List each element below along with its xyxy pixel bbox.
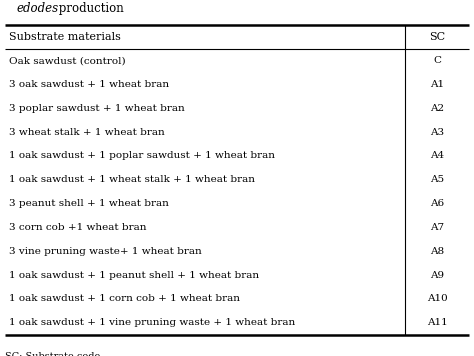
Text: A2: A2 (430, 104, 444, 113)
Text: A4: A4 (430, 151, 444, 161)
Text: 1 oak sawdust + 1 vine pruning waste + 1 wheat bran: 1 oak sawdust + 1 vine pruning waste + 1… (9, 318, 295, 327)
Text: A9: A9 (430, 271, 444, 279)
Text: A3: A3 (430, 128, 444, 137)
Text: 1 oak sawdust + 1 poplar sawdust + 1 wheat bran: 1 oak sawdust + 1 poplar sawdust + 1 whe… (9, 151, 274, 161)
Text: 3 vine pruning waste+ 1 wheat bran: 3 vine pruning waste+ 1 wheat bran (9, 247, 201, 256)
Text: 3 poplar sawdust + 1 wheat bran: 3 poplar sawdust + 1 wheat bran (9, 104, 184, 113)
Text: 3 oak sawdust + 1 wheat bran: 3 oak sawdust + 1 wheat bran (9, 80, 169, 89)
Text: 1 oak sawdust + 1 corn cob + 1 wheat bran: 1 oak sawdust + 1 corn cob + 1 wheat bra… (9, 294, 239, 303)
Text: Substrate materials: Substrate materials (9, 32, 120, 42)
Text: production: production (55, 2, 124, 15)
Text: 3 peanut shell + 1 wheat bran: 3 peanut shell + 1 wheat bran (9, 199, 168, 208)
Text: Oak sawdust (control): Oak sawdust (control) (9, 56, 125, 65)
Text: A8: A8 (430, 247, 444, 256)
Text: C: C (433, 56, 441, 65)
Text: A1: A1 (430, 80, 444, 89)
Text: 1 oak sawdust + 1 peanut shell + 1 wheat bran: 1 oak sawdust + 1 peanut shell + 1 wheat… (9, 271, 259, 279)
Text: SC: SC (429, 32, 446, 42)
Text: 3 corn cob +1 wheat bran: 3 corn cob +1 wheat bran (9, 223, 146, 232)
Text: A7: A7 (430, 223, 444, 232)
Text: 3 wheat stalk + 1 wheat bran: 3 wheat stalk + 1 wheat bran (9, 128, 164, 137)
Text: A10: A10 (427, 294, 447, 303)
Text: edodes: edodes (17, 2, 59, 15)
Text: SC: Substrate code: SC: Substrate code (5, 352, 100, 356)
Text: 1 oak sawdust + 1 wheat stalk + 1 wheat bran: 1 oak sawdust + 1 wheat stalk + 1 wheat … (9, 175, 255, 184)
Text: A5: A5 (430, 175, 444, 184)
Text: A6: A6 (430, 199, 444, 208)
Text: A11: A11 (427, 318, 447, 327)
